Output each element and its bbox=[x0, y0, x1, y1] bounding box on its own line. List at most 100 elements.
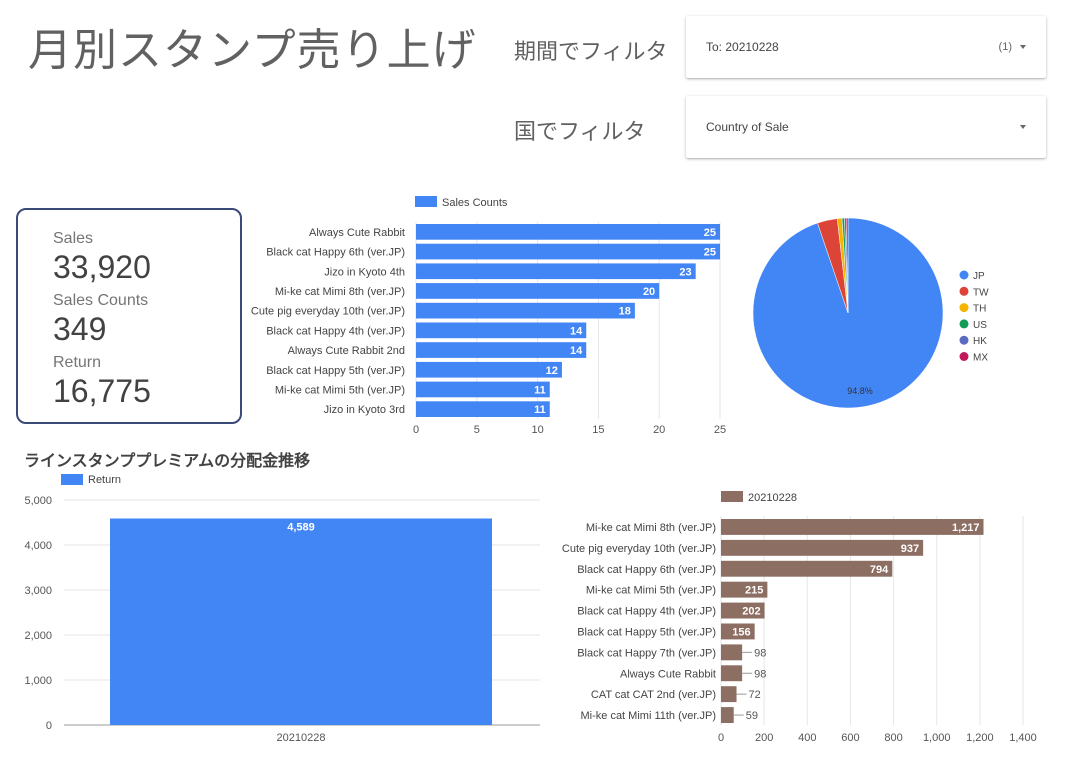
y-tick-label: 3,000 bbox=[24, 585, 52, 597]
bar bbox=[721, 539, 924, 556]
legend-label: TH bbox=[973, 304, 986, 315]
legend-label: MX bbox=[973, 353, 988, 364]
category-label: Mi-ke cat Mimi 8th (ver.JP) bbox=[586, 522, 716, 534]
legend-dot bbox=[959, 303, 969, 313]
bar bbox=[721, 602, 765, 619]
period-filter-dropdown[interactable]: To: 20210228 (1) bbox=[686, 16, 1046, 78]
category-label: Jizo in Kyoto 3rd bbox=[324, 404, 405, 416]
x-tick-label: 600 bbox=[841, 732, 859, 744]
data-label: 937 bbox=[901, 543, 919, 555]
chevron-down-icon bbox=[1020, 125, 1026, 129]
data-label: 18 bbox=[619, 306, 631, 318]
bar bbox=[416, 263, 696, 280]
data-label: 20 bbox=[643, 286, 655, 298]
data-label: 25 bbox=[704, 247, 716, 259]
period-filter-label: 期間でフィルタ bbox=[514, 40, 668, 65]
country-pie-chart[interactable]: 94.8% JP TW TH US HK MX bbox=[745, 215, 1045, 415]
kpi-scorecard: Sales 33,920 Sales Counts 349 Return 16,… bbox=[16, 208, 242, 424]
return-by-stamp-bar-chart[interactable]: 0 200 400 600 800 1,000 1,200 1,400 20210228 Mi-k… bbox=[560, 485, 1060, 755]
x-tick-label: 15 bbox=[592, 424, 604, 436]
sales-counts-bar-chart[interactable]: 0 5 10 15 20 25 Sales Counts Always Cute Rabbit… bbox=[240, 190, 740, 440]
data-label: 14 bbox=[570, 345, 583, 357]
country-filter-label: 国でフィルタ bbox=[514, 120, 646, 145]
slice-label: 94.8% bbox=[847, 386, 873, 396]
category-label: Always Cute Rabbit bbox=[309, 227, 405, 239]
kpi-value: 349 bbox=[53, 311, 107, 347]
category-label: Cute pig everyday 10th (ver.JP) bbox=[562, 543, 716, 555]
data-label: 4,589 bbox=[287, 521, 315, 533]
y-tick-label: 2,000 bbox=[24, 630, 52, 642]
category-label: Mi-ke cat Mimi 5th (ver.JP) bbox=[586, 585, 716, 597]
x-tick-label: 200 bbox=[755, 732, 773, 744]
x-tick-label: 1,000 bbox=[923, 732, 951, 744]
legend-dot bbox=[959, 270, 969, 280]
data-label: 202 bbox=[742, 606, 760, 618]
bar bbox=[721, 644, 743, 661]
bar bbox=[416, 302, 635, 319]
bar bbox=[416, 283, 660, 299]
x-tick-label: 1,400 bbox=[1009, 732, 1037, 744]
data-label: 23 bbox=[679, 266, 691, 278]
bar bbox=[416, 361, 562, 378]
category-label: Cute pig everyday 10th (ver.JP) bbox=[251, 306, 405, 318]
legend-swatch bbox=[415, 196, 437, 207]
legend-label: JP bbox=[973, 271, 985, 282]
bar bbox=[721, 707, 734, 723]
bar bbox=[721, 665, 743, 682]
category-label: CAT cat CAT 2nd (ver.JP) bbox=[591, 689, 716, 701]
x-tick-label: 20 bbox=[653, 424, 665, 436]
x-tick-label: 1,200 bbox=[966, 732, 994, 744]
y-tick-label: 5,000 bbox=[24, 495, 52, 507]
bar bbox=[416, 322, 587, 339]
kpi-value: 33,920 bbox=[53, 249, 151, 285]
y-tick-label: 1,000 bbox=[24, 675, 52, 687]
data-label: 98 bbox=[754, 668, 766, 680]
legend-dot bbox=[959, 352, 969, 361]
period-filter-count: (1) bbox=[998, 41, 1012, 53]
bar bbox=[110, 518, 492, 725]
legend-dot bbox=[959, 335, 969, 345]
category-label: Mi-ke cat Mimi 11th (ver.JP) bbox=[581, 710, 717, 722]
bar bbox=[416, 224, 720, 240]
y-tick-label: 0 bbox=[46, 720, 52, 732]
return-trend-bar-chart[interactable]: 0 1,000 2,000 3,000 4,000 5,000 Return 4,589 202… bbox=[0, 468, 560, 758]
bar bbox=[721, 581, 768, 598]
kpi-label: Sales Counts bbox=[53, 292, 149, 309]
section-heading: ラインスタンププレミアムの分配金推移 bbox=[24, 451, 311, 470]
x-tick-label: 5 bbox=[474, 424, 480, 436]
kpi-return: Return 16,775 bbox=[53, 354, 240, 410]
data-label: 12 bbox=[546, 365, 558, 377]
category-label: Always Cute Rabbit 2nd bbox=[288, 345, 405, 357]
category-label: Black cat Happy 4th (ver.JP) bbox=[577, 606, 716, 618]
country-filter-dropdown[interactable]: Country of Sale bbox=[686, 96, 1046, 158]
x-tick-label: 0 bbox=[413, 424, 419, 436]
x-tick-label: 10 bbox=[531, 424, 543, 436]
legend-swatch bbox=[721, 491, 743, 502]
legend-label: 20210228 bbox=[748, 492, 797, 504]
data-label: 156 bbox=[732, 626, 750, 638]
period-filter-value: To: 20210228 bbox=[706, 40, 779, 54]
legend-label: HK bbox=[973, 336, 987, 347]
category-label: Black cat Happy 6th (ver.JP) bbox=[266, 247, 405, 259]
legend-dot bbox=[959, 286, 969, 296]
data-label: 25 bbox=[704, 227, 716, 239]
bar bbox=[416, 401, 550, 417]
category-label: Black cat Happy 6th (ver.JP) bbox=[577, 564, 716, 576]
legend-label: TW bbox=[973, 287, 989, 298]
kpi-sales-counts: Sales Counts 349 bbox=[53, 292, 240, 348]
data-label: 11 bbox=[534, 404, 546, 416]
category-label: Jizo in Kyoto 4th bbox=[324, 266, 405, 278]
bar bbox=[721, 686, 737, 703]
legend-swatch bbox=[61, 474, 83, 485]
chevron-down-icon bbox=[1020, 45, 1026, 49]
bar bbox=[416, 342, 587, 358]
kpi-label: Sales bbox=[53, 230, 94, 247]
x-tick-label: 25 bbox=[714, 424, 726, 436]
pie-slice bbox=[845, 217, 849, 314]
data-label: 11 bbox=[534, 384, 546, 396]
bar bbox=[721, 623, 755, 640]
legend-label: US bbox=[973, 320, 987, 331]
x-tick-label: 0 bbox=[718, 732, 724, 744]
legend-dot bbox=[959, 319, 969, 329]
data-label: 14 bbox=[570, 325, 583, 337]
